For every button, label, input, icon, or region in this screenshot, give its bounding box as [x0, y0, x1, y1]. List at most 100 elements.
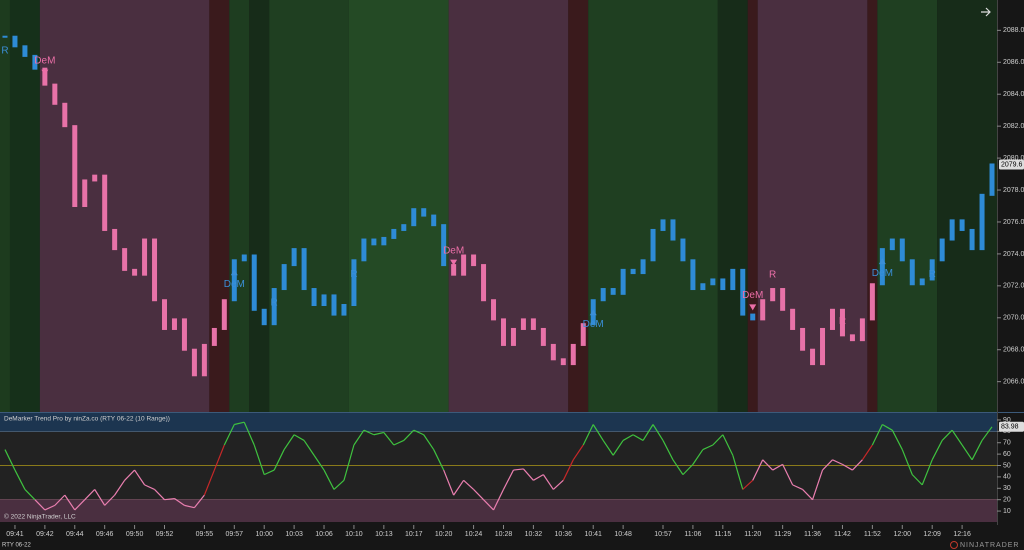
price-bar: [670, 219, 676, 241]
signal-arrow: [749, 304, 757, 311]
price-bar: [730, 268, 736, 291]
indicator-line: [702, 444, 714, 451]
trend-region: [348, 0, 449, 412]
price-bar: [859, 318, 865, 342]
indicator-line: [393, 439, 405, 446]
price-bar: [680, 238, 686, 262]
x-tick-label: 10:13: [375, 531, 393, 538]
nav-arrow[interactable]: [981, 7, 991, 17]
last-value: 83.98: [1001, 424, 1019, 431]
indicator-line: [502, 469, 514, 490]
price-bar: [341, 304, 347, 316]
indicator-line: [572, 444, 584, 461]
signal-label: DeM: [224, 279, 245, 290]
price-bar: [281, 264, 287, 291]
price-bar: [42, 67, 48, 86]
trend-region: [39, 0, 210, 412]
x-tick-label: 10:20: [435, 531, 453, 538]
indicator-line: [642, 424, 654, 441]
x-tick-label: 09:41: [6, 531, 24, 538]
indicator-line: [134, 469, 146, 486]
indicator-line: [742, 479, 754, 490]
indicator-line: [562, 459, 574, 481]
x-tick-label: 09:52: [156, 531, 174, 538]
y-tick-label: 90: [1003, 417, 1011, 424]
price-bar: [500, 318, 506, 346]
indicator-line: [363, 429, 375, 436]
indicator-line: [34, 499, 46, 511]
trend-region: [877, 0, 938, 412]
price-bar: [790, 308, 796, 330]
y-tick-label: 2068.0: [1003, 347, 1024, 354]
x-tick-label: 11:52: [864, 531, 881, 538]
price-bar: [869, 283, 875, 321]
trend-region: [229, 0, 250, 412]
y-tick-label: 30: [1003, 485, 1011, 492]
price-bar: [810, 348, 816, 366]
signal-arrow: [230, 269, 238, 276]
x-tick-label: 09:55: [196, 531, 214, 538]
price-bar: [32, 54, 38, 70]
upper-zone: [0, 413, 997, 432]
price-bar: [331, 294, 337, 316]
signal-label: R: [839, 316, 846, 327]
indicator-line: [911, 474, 923, 486]
y-tick-label: 2072.0: [1003, 283, 1024, 290]
price-bar: [550, 343, 556, 361]
x-tick-label: 09:42: [36, 531, 54, 538]
x-tick-label: 10:10: [345, 531, 363, 538]
indicator-line: [981, 426, 993, 441]
indicator-line: [891, 429, 903, 450]
price-bar: [441, 224, 447, 267]
indicator-line: [692, 449, 704, 465]
signal: R: [769, 270, 776, 281]
indicator-line: [4, 449, 16, 471]
x-tick-label: 09:50: [126, 531, 144, 538]
price-bar: [690, 259, 696, 291]
indicator-line: [552, 479, 564, 490]
indicator-line: [931, 440, 943, 461]
indicator-line: [273, 449, 285, 471]
price-bar: [92, 174, 98, 182]
price-bar: [530, 318, 536, 330]
indicator-line: [24, 489, 36, 501]
price-bar: [361, 238, 367, 262]
x-tick-label: 10:41: [584, 531, 602, 538]
price-bar: [351, 259, 357, 307]
indicator-line: [293, 434, 305, 441]
price-bar: [82, 179, 88, 207]
indicator-line: [682, 463, 694, 476]
indicator-line: [861, 444, 873, 461]
price-bar: [401, 224, 407, 231]
indicator-line: [144, 484, 155, 490]
indicator-line: [871, 424, 883, 446]
x-tick-label: 11:42: [834, 531, 851, 538]
indicator-line: [213, 444, 225, 471]
price-bar: [391, 228, 397, 239]
signal-arrow: [450, 259, 458, 266]
signal-arrow: [878, 258, 886, 265]
indicator-line: [243, 421, 255, 446]
indicator-title: DeMarker Trend Pro by ninZa.co (RTY 06-2…: [4, 416, 170, 423]
y-tick-label: 10: [1003, 508, 1011, 515]
price-bar: [142, 238, 148, 276]
indicator-line: [433, 449, 445, 471]
price-bar: [201, 343, 207, 377]
indicator-line: [443, 469, 455, 496]
x-tick-label: 10:06: [315, 531, 333, 538]
y-tick-label: 2088.0: [1003, 27, 1024, 34]
x-tick-label: 10:32: [525, 531, 543, 538]
indicator-line: [582, 424, 594, 446]
indicator-line: [592, 424, 604, 441]
price-bar: [889, 238, 895, 251]
indicator-line: [941, 429, 953, 441]
price-bar: [102, 174, 108, 231]
indicator-line: [722, 434, 734, 456]
price-bar: [560, 358, 566, 366]
price-bar: [929, 259, 935, 281]
y-tick-label: 2070.0: [1003, 315, 1024, 322]
price-bar: [191, 348, 197, 377]
price-bar: [381, 236, 387, 246]
trend-region: [568, 0, 589, 412]
